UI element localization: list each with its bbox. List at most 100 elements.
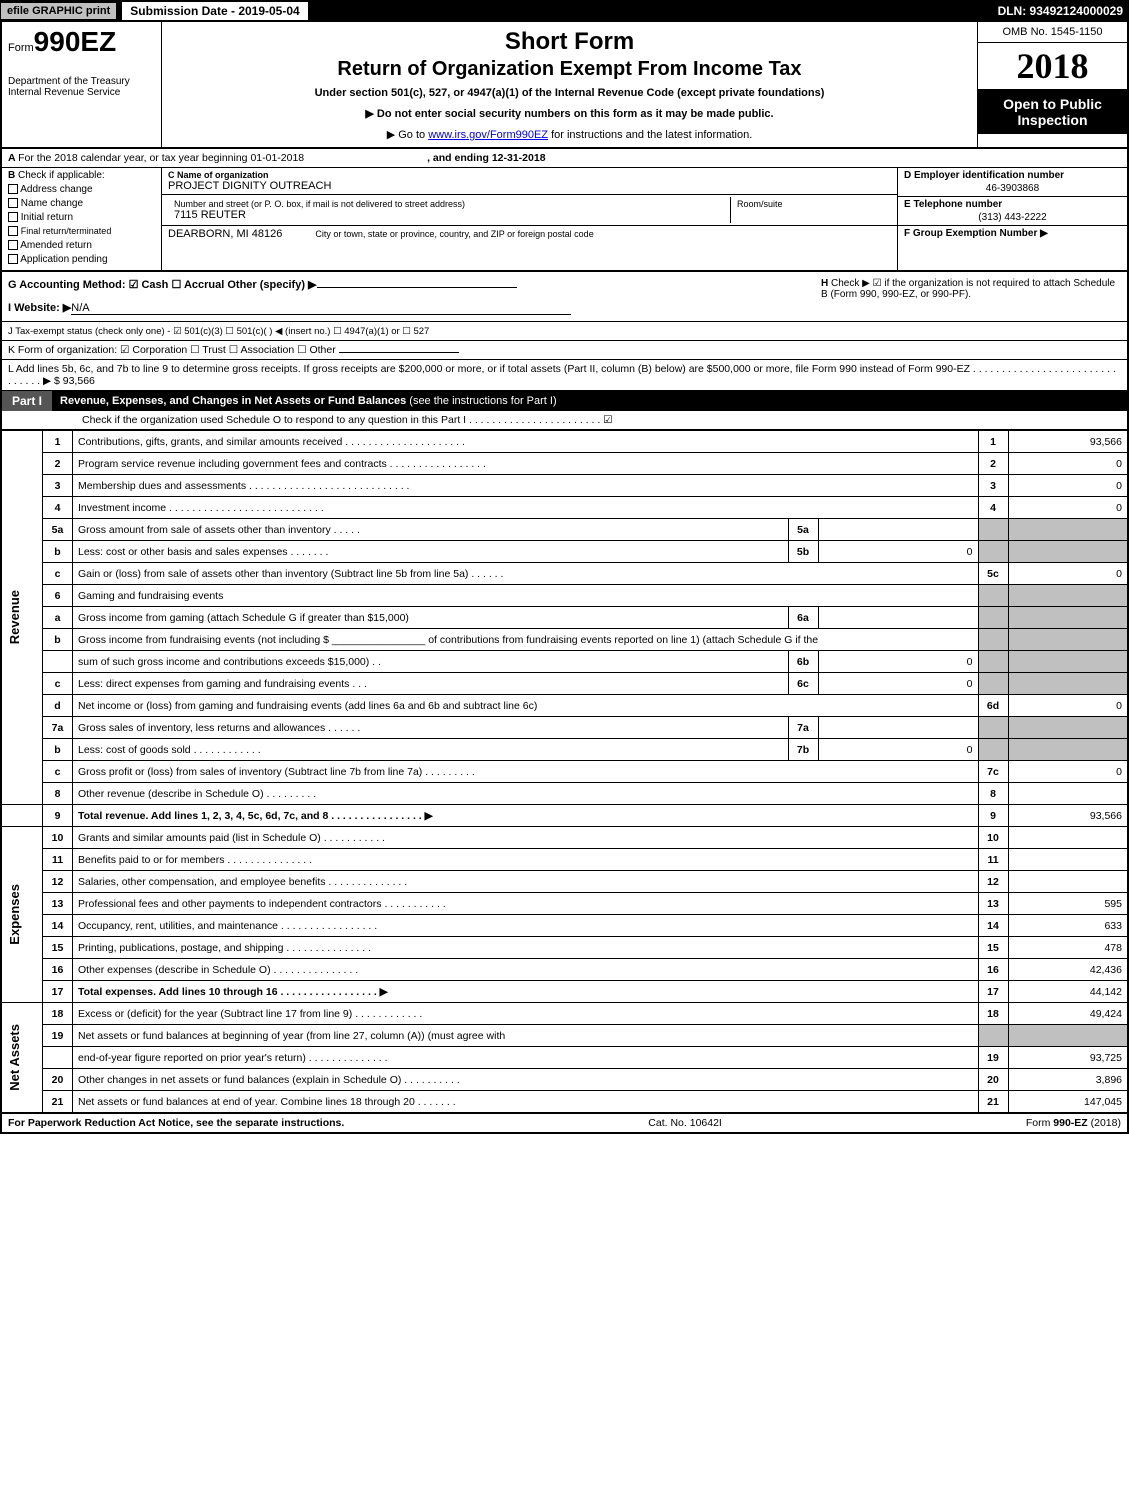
irs-link[interactable]: www.irs.gov/Form990EZ bbox=[428, 129, 548, 141]
form-990ez: 990EZ bbox=[34, 26, 117, 57]
section-c: C Name of organization PROJECT DIGNITY O… bbox=[162, 168, 897, 270]
line-3: 3Membership dues and assessments . . . .… bbox=[1, 475, 1128, 497]
cb-app-pending[interactable] bbox=[8, 254, 18, 264]
main-title: Return of Organization Exempt From Incom… bbox=[168, 58, 971, 81]
block-bcdef: B Check if applicable: Address change Na… bbox=[0, 168, 1129, 272]
cb-amended[interactable] bbox=[8, 240, 18, 250]
l1-desc: Contributions, gifts, grants, and simila… bbox=[73, 431, 979, 453]
cb-address-change[interactable] bbox=[8, 184, 18, 194]
line-6: 6Gaming and fundraising events bbox=[1, 585, 1128, 607]
b-label: Check if applicable: bbox=[18, 170, 105, 181]
section-a-end: , and ending 12-31-2018 bbox=[427, 152, 545, 164]
addr-label: Number and street (or P. O. box, if mail… bbox=[174, 199, 724, 209]
cb-name-change[interactable] bbox=[8, 198, 18, 208]
line-5c: cGain or (loss) from sale of assets othe… bbox=[1, 563, 1128, 585]
line-18: Net Assets 18Excess or (deficit) for the… bbox=[1, 1003, 1128, 1025]
h-text: Check ▶ ☑ if the organization is not req… bbox=[821, 278, 1115, 300]
open-to-public: Open to Public Inspection bbox=[978, 90, 1127, 134]
ssn-note: ▶ Do not enter social security numbers o… bbox=[168, 107, 971, 120]
page-footer: For Paperwork Reduction Act Notice, see … bbox=[0, 1113, 1129, 1134]
goto-note: ▶ Go to www.irs.gov/Form990EZ for instru… bbox=[168, 128, 971, 141]
k-text: K Form of organization: ☑ Corporation ☐ … bbox=[8, 344, 336, 356]
section-gh: G Accounting Method: ☑ Cash ☐ Accrual Ot… bbox=[0, 272, 1129, 322]
line-15: 15Printing, publications, postage, and s… bbox=[1, 937, 1128, 959]
part1-title-light: (see the instructions for Part I) bbox=[409, 395, 556, 407]
k-other-input[interactable] bbox=[339, 352, 459, 353]
form-header: Form990EZ Department of the Treasury Int… bbox=[0, 22, 1129, 149]
cb4-label: Final return/terminated bbox=[21, 226, 112, 236]
j-text: J Tax-exempt status (check only one) - ☑… bbox=[8, 326, 429, 337]
org-name-row: C Name of organization PROJECT DIGNITY O… bbox=[162, 168, 897, 195]
line-19b: end-of-year figure reported on prior yea… bbox=[1, 1047, 1128, 1069]
org-name: PROJECT DIGNITY OUTREACH bbox=[168, 180, 891, 192]
phone-value: (313) 443-2222 bbox=[904, 212, 1121, 223]
phone-row: E Telephone number (313) 443-2222 bbox=[898, 197, 1127, 226]
room-cell: Room/suite bbox=[731, 197, 891, 223]
efile-button[interactable]: efile GRAPHIC print bbox=[0, 2, 117, 20]
cb-initial-return[interactable] bbox=[8, 212, 18, 222]
part1-title-bold: Revenue, Expenses, and Changes in Net As… bbox=[60, 395, 409, 407]
section-a: A For the 2018 calendar year, or tax yea… bbox=[0, 149, 1129, 168]
line-19a: 19Net assets or fund balances at beginni… bbox=[1, 1025, 1128, 1047]
f-label: F Group Exemption Number ▶ bbox=[904, 228, 1048, 239]
line-20: 20Other changes in net assets or fund ba… bbox=[1, 1069, 1128, 1091]
part1-label: Part I bbox=[2, 391, 52, 411]
open-line1: Open to Public bbox=[982, 96, 1123, 112]
c-label: C Name of organization bbox=[168, 170, 269, 180]
i-label: I Website: ▶ bbox=[8, 302, 71, 314]
city-label: City or town, state or province, country… bbox=[315, 229, 593, 239]
part1-check-text: Check if the organization used Schedule … bbox=[82, 414, 613, 426]
expenses-vtext: Expenses bbox=[7, 884, 22, 945]
form-number: Form990EZ bbox=[8, 26, 155, 58]
h-prefix: H bbox=[821, 278, 828, 289]
form-prefix: Form bbox=[8, 42, 34, 54]
line-5a: 5aGross amount from sale of assets other… bbox=[1, 519, 1128, 541]
line-5b: bLess: cost or other basis and sales exp… bbox=[1, 541, 1128, 563]
cb-final-return[interactable] bbox=[8, 226, 18, 236]
lines-table: Revenue 1 Contributions, gifts, grants, … bbox=[0, 430, 1129, 1113]
city-row: DEARBORN, MI 48126 City or town, state o… bbox=[162, 226, 897, 242]
line-16: 16Other expenses (describe in Schedule O… bbox=[1, 959, 1128, 981]
line-8: 8Other revenue (describe in Schedule O) … bbox=[1, 783, 1128, 805]
footer-center: Cat. No. 10642I bbox=[648, 1117, 722, 1129]
irs-label: Internal Revenue Service bbox=[8, 87, 155, 98]
line-6c: cLess: direct expenses from gaming and f… bbox=[1, 673, 1128, 695]
group-exemption-row: F Group Exemption Number ▶ bbox=[898, 226, 1127, 241]
cb1-label: Address change bbox=[20, 184, 92, 195]
header-right: OMB No. 1545-1150 2018 Open to Public In… bbox=[977, 22, 1127, 147]
line-14: 14Occupancy, rent, utilities, and mainte… bbox=[1, 915, 1128, 937]
l1-amt: 93,566 bbox=[1008, 431, 1128, 453]
netassets-vtext: Net Assets bbox=[7, 1024, 22, 1091]
g-other-input[interactable] bbox=[317, 287, 517, 288]
line-12: 12Salaries, other compensation, and empl… bbox=[1, 871, 1128, 893]
top-bar: efile GRAPHIC print Submission Date - 20… bbox=[0, 0, 1129, 22]
cb5-label: Amended return bbox=[20, 240, 92, 251]
ein-value: 46-3903868 bbox=[904, 183, 1121, 194]
line-1: Revenue 1 Contributions, gifts, grants, … bbox=[1, 431, 1128, 453]
subtitle: Under section 501(c), 527, or 4947(a)(1)… bbox=[168, 87, 971, 99]
street-cell: Number and street (or P. O. box, if mail… bbox=[168, 197, 731, 223]
line-4: 4Investment income . . . . . . . . . . .… bbox=[1, 497, 1128, 519]
dln-label: DLN: 93492124000029 bbox=[998, 4, 1129, 18]
line-6b-2: sum of such gross income and contributio… bbox=[1, 651, 1128, 673]
g-left: G Accounting Method: ☑ Cash ☐ Accrual Ot… bbox=[8, 278, 821, 315]
line-9: 9Total revenue. Add lines 1, 2, 3, 4, 5c… bbox=[1, 805, 1128, 827]
section-a-text: For the 2018 calendar year, or tax year … bbox=[18, 152, 304, 164]
part1-title: Revenue, Expenses, and Changes in Net As… bbox=[52, 392, 565, 410]
omb-number: OMB No. 1545-1150 bbox=[978, 22, 1127, 43]
section-j: J Tax-exempt status (check only one) - ☑… bbox=[0, 322, 1129, 341]
line-7b: bLess: cost of goods sold . . . . . . . … bbox=[1, 739, 1128, 761]
section-l: L Add lines 5b, 6c, and 7b to line 9 to … bbox=[0, 360, 1129, 391]
section-b: B Check if applicable: Address change Na… bbox=[2, 168, 162, 270]
line-7c: cGross profit or (loss) from sales of in… bbox=[1, 761, 1128, 783]
line-6a: aGross income from gaming (attach Schedu… bbox=[1, 607, 1128, 629]
l1-num: 1 bbox=[43, 431, 73, 453]
submission-date: Submission Date - 2019-05-04 bbox=[121, 1, 308, 21]
revenue-sidelabel: Revenue bbox=[1, 431, 43, 805]
city-val: DEARBORN, MI 48126 bbox=[168, 228, 282, 240]
open-line2: Inspection bbox=[982, 112, 1123, 128]
goto-pre: ▶ Go to bbox=[387, 129, 428, 141]
line-17: 17Total expenses. Add lines 10 through 1… bbox=[1, 981, 1128, 1003]
address-row: Number and street (or P. O. box, if mail… bbox=[162, 195, 897, 226]
line-13: 13Professional fees and other payments t… bbox=[1, 893, 1128, 915]
